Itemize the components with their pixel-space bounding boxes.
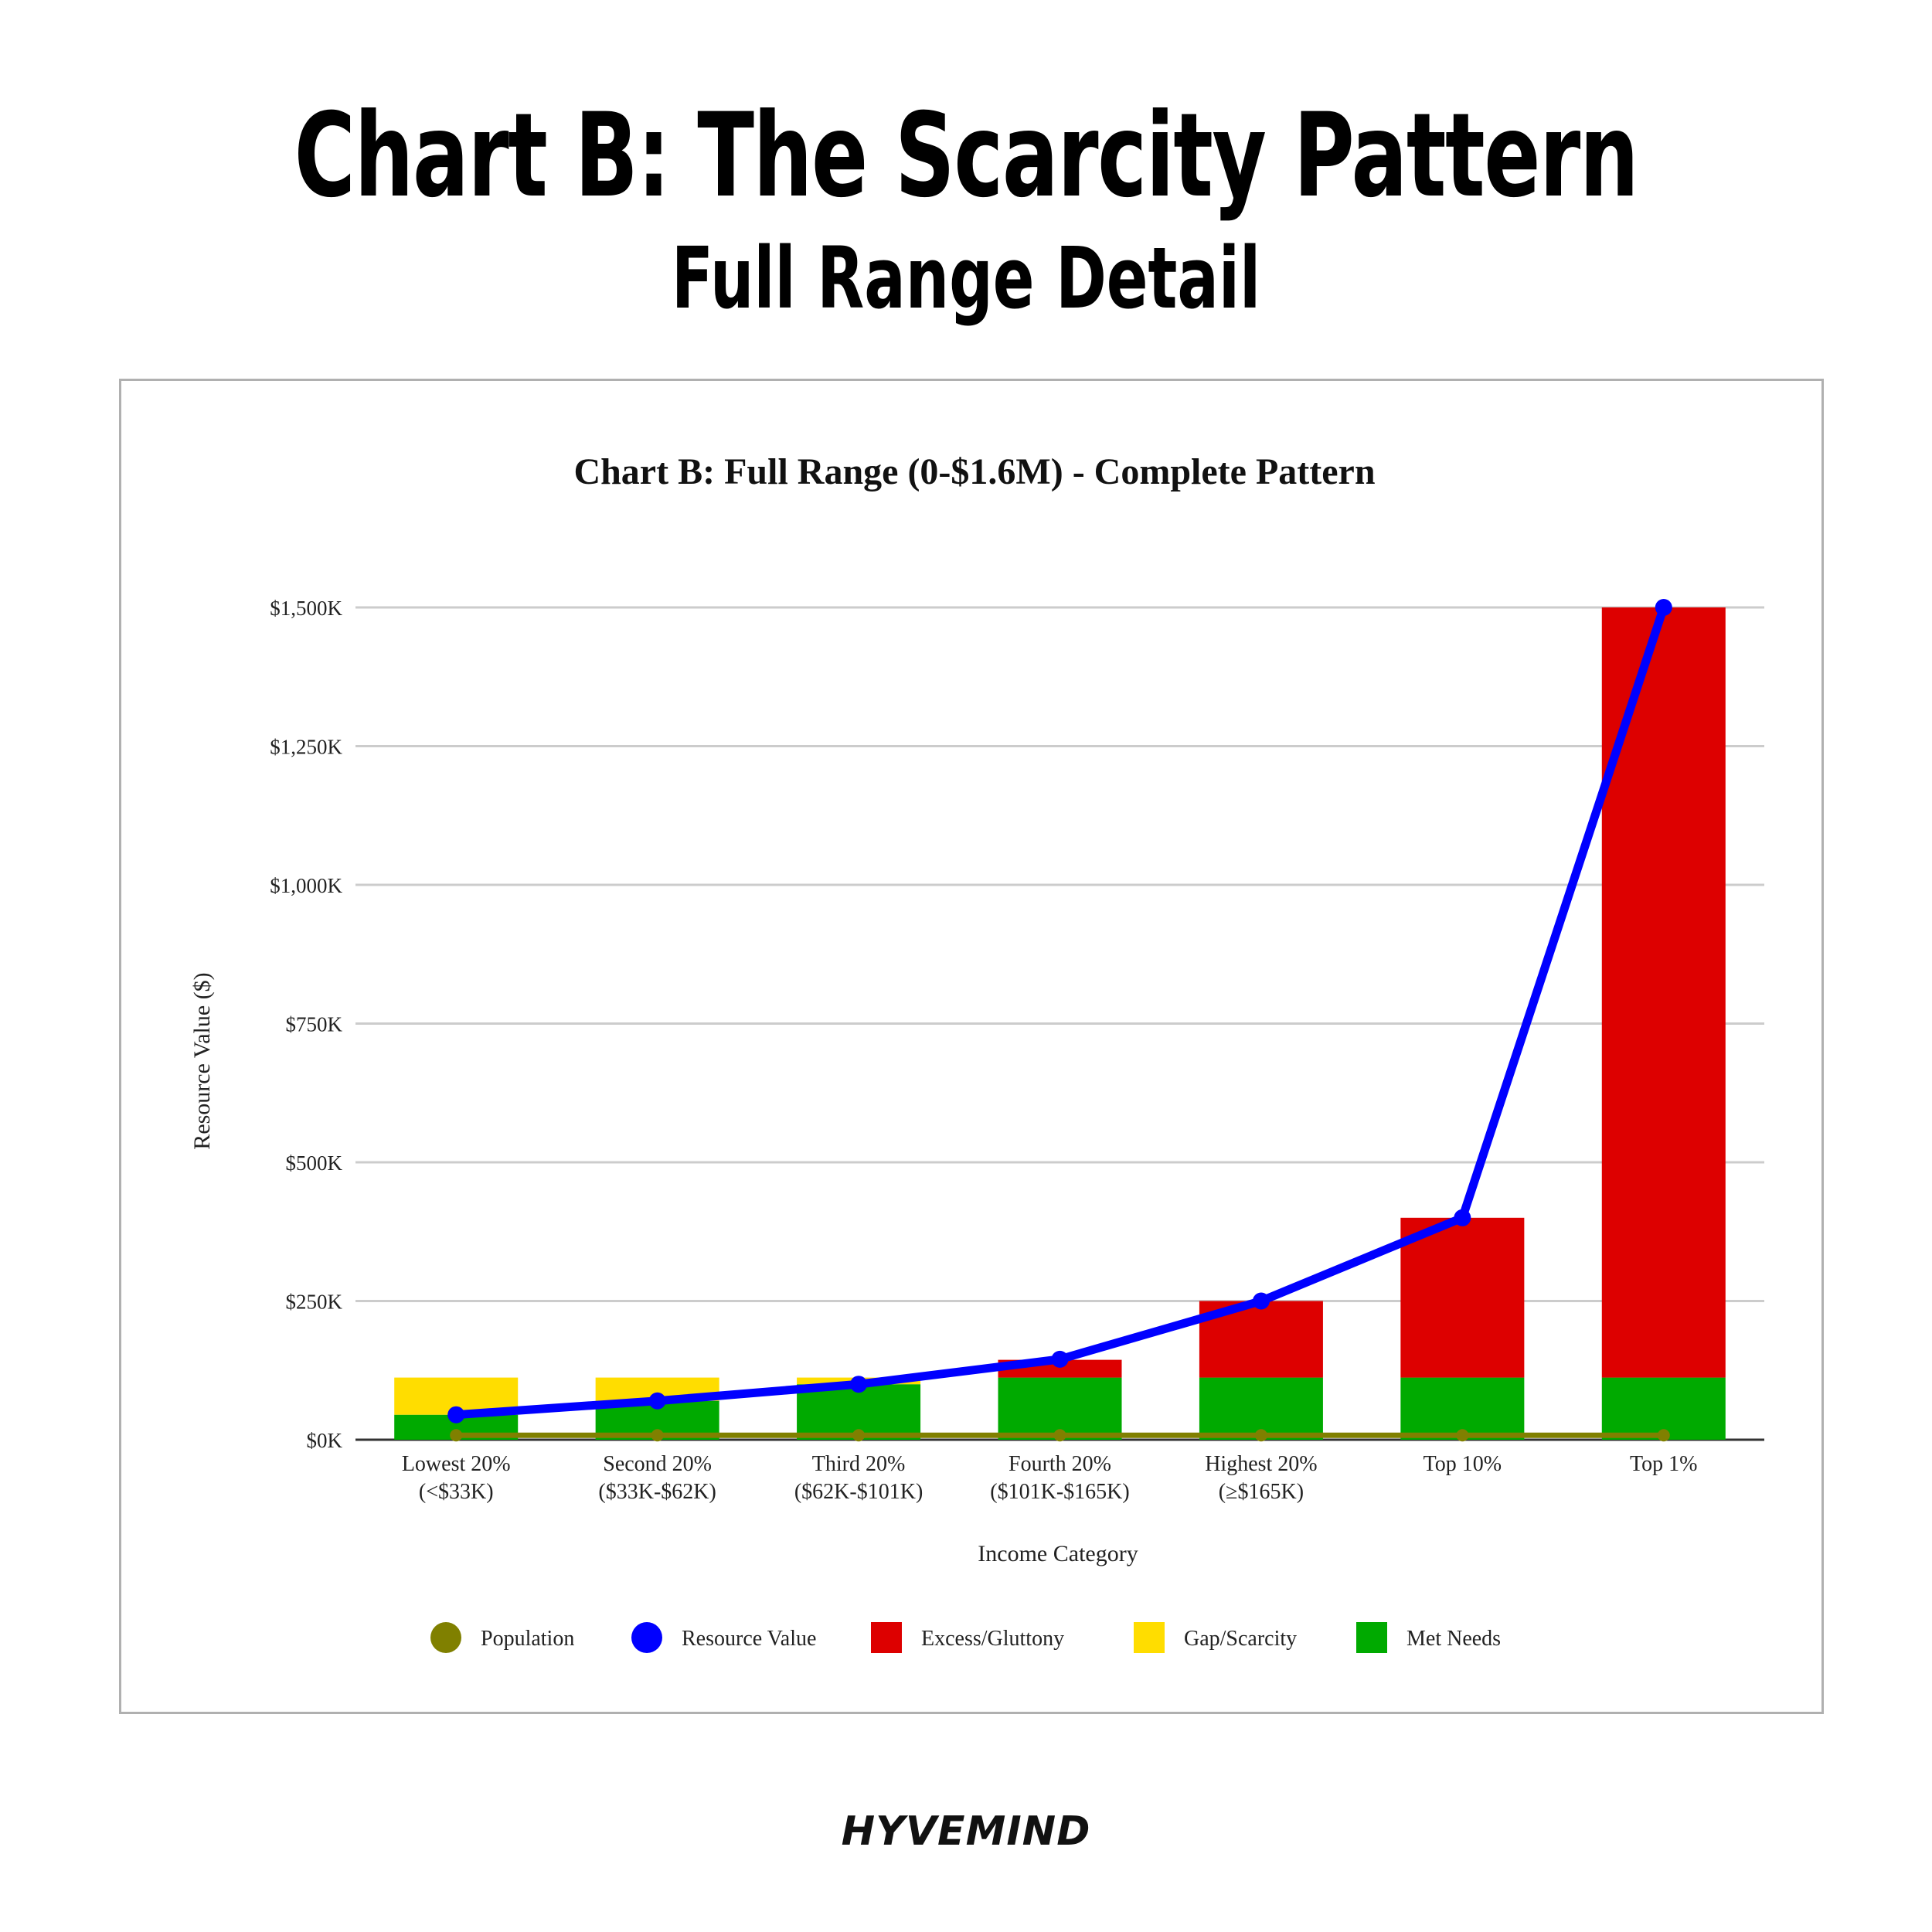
population-point	[852, 1429, 866, 1442]
x-tick-label: Top 10%	[1423, 1452, 1502, 1476]
y-tick-label: $0K	[307, 1429, 343, 1452]
resource-value-point	[1454, 1209, 1471, 1226]
brand-logo: HYVEMIND	[841, 1808, 1091, 1855]
legend-met-needs: Met Needs	[1356, 1622, 1501, 1653]
resource-value-point	[1051, 1350, 1069, 1368]
legend-label: Excess/Gluttony	[921, 1627, 1064, 1651]
legend-marker	[871, 1622, 902, 1653]
legend-resource-value: Resource Value	[631, 1622, 816, 1653]
resource-value-series	[447, 599, 1672, 1423]
y-axis-label: Resource Value ($)	[189, 972, 215, 1149]
population-series	[450, 1429, 1670, 1442]
y-axis-ticks: $0K $250K $500K $750K $1,000K $1,250K $1,500K	[270, 597, 342, 1452]
bar-excess-gluttony	[1601, 607, 1726, 1378]
legend-population: Population	[430, 1622, 574, 1653]
page-subtitle: Full Range Detail	[671, 229, 1261, 328]
x-tick-label: Fourth 20% ($101K-$165K)	[990, 1452, 1129, 1504]
resource-value-point	[648, 1392, 666, 1410]
y-tick-label: $750K	[286, 1013, 343, 1036]
x-tick-label: Highest 20% (≥$165K)	[1205, 1452, 1317, 1504]
legend-marker	[430, 1622, 461, 1653]
legend-label: Population	[481, 1627, 574, 1651]
resource-value-point	[1252, 1292, 1270, 1310]
x-axis-label: Income Category	[978, 1541, 1138, 1566]
x-tick-label: Third 20% ($62K-$101K)	[794, 1452, 923, 1504]
y-tick-label: $1,250K	[270, 736, 342, 759]
population-point	[1657, 1429, 1670, 1442]
page-title: Chart B: The Scarcity Pattern	[294, 89, 1639, 223]
chart-frame: Chart B: Full Range (0-$1.6M) - Complete…	[119, 379, 1824, 1714]
bar-excess-gluttony	[1400, 1217, 1525, 1378]
legend: Population Resource Value Excess/Gluttony G…	[430, 1622, 1501, 1653]
legend-label: Resource Value	[682, 1627, 816, 1651]
resource-value-point	[1655, 599, 1672, 616]
population-point	[1053, 1429, 1066, 1442]
legend-marker	[1134, 1622, 1165, 1653]
y-tick-label: $1,000K	[270, 874, 342, 897]
y-tick-label: $500K	[286, 1151, 343, 1175]
x-tick-label: Top 1%	[1630, 1452, 1697, 1476]
x-tick-label: Second 20% ($33K-$62K)	[598, 1452, 716, 1504]
x-tick-label: Lowest 20% (<$33K)	[402, 1452, 511, 1504]
chart-title: Chart B: Full Range (0-$1.6M) - Complete…	[573, 451, 1375, 492]
legend-excess-gluttony: Excess/Gluttony	[871, 1622, 1064, 1653]
x-axis-ticks: Lowest 20% (<$33K) Second 20% ($33K-$62K) Th…	[402, 1452, 1698, 1504]
y-tick-label: $1,500K	[270, 597, 342, 620]
resource-value-point	[447, 1406, 465, 1423]
y-tick-label: $250K	[286, 1291, 343, 1314]
chart-svg: Chart B: Full Range (0-$1.6M) - Complete…	[189, 451, 1764, 1653]
legend-marker	[631, 1622, 662, 1653]
legend-label: Met Needs	[1406, 1627, 1501, 1651]
legend-marker	[1356, 1622, 1387, 1653]
population-point	[450, 1429, 463, 1442]
population-point	[651, 1429, 664, 1442]
legend-gap-scarcity: Gap/Scarcity	[1134, 1622, 1297, 1653]
resource-value-point	[850, 1376, 868, 1393]
population-point	[1456, 1429, 1469, 1442]
grid-lines	[355, 606, 1764, 1441]
population-point	[1254, 1429, 1267, 1442]
legend-label: Gap/Scarcity	[1184, 1627, 1297, 1651]
